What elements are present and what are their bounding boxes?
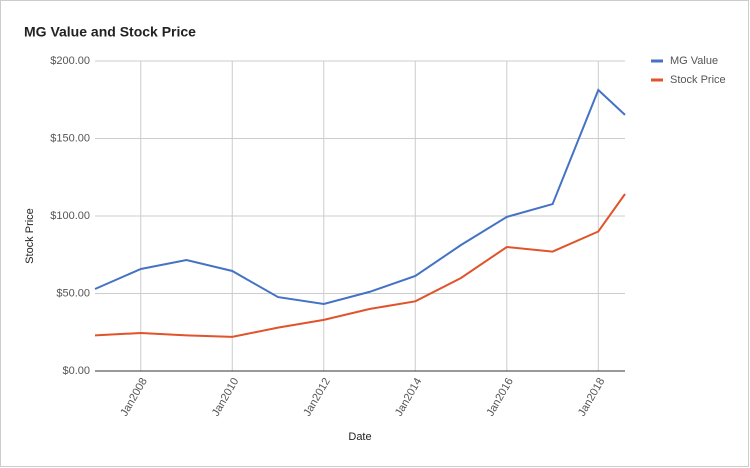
legend-label: Stock Price: [670, 74, 726, 86]
y-tick-label: $50.00: [56, 287, 90, 299]
x-axis-title: Date: [348, 431, 371, 443]
y-axis-title: Stock Price: [24, 208, 36, 264]
y-tick-label: $0.00: [62, 365, 90, 377]
y-tick-label: $150.00: [50, 132, 90, 144]
y-tick-label: $100.00: [50, 210, 90, 222]
data-line: [94, 88, 626, 306]
legend-label: MG Value: [670, 55, 718, 67]
chart-title: MG Value and Stock Price: [24, 24, 196, 40]
data-line: [94, 193, 626, 338]
y-tick-label: $200.00: [50, 55, 90, 67]
